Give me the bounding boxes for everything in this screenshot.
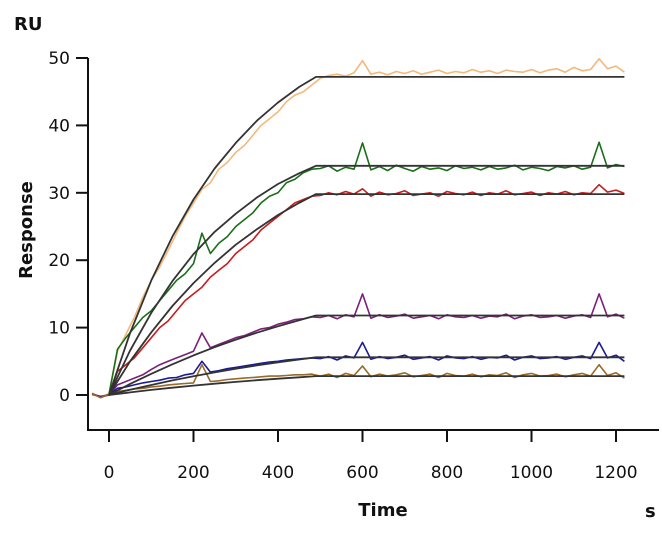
y-tick-label: 40 bbox=[48, 116, 70, 136]
fit-curve-5 bbox=[108, 356, 625, 396]
y-tick-label: 10 bbox=[48, 319, 70, 339]
x-unit-label: s bbox=[645, 501, 656, 522]
data-series-4 bbox=[91, 293, 625, 398]
x-tick-label: 800 bbox=[431, 463, 463, 483]
x-tick-label: 200 bbox=[177, 463, 209, 483]
x-axis-title: Time bbox=[358, 500, 407, 521]
data-series-2 bbox=[91, 141, 625, 398]
y-tick-label: 30 bbox=[48, 184, 70, 204]
x-tick-label: 1000 bbox=[510, 463, 553, 483]
data-series-1 bbox=[91, 57, 625, 399]
fit-curve-2 bbox=[108, 164, 625, 396]
data-series-6 bbox=[91, 363, 625, 399]
x-tick-label: 400 bbox=[262, 463, 294, 483]
y-tick-label: 20 bbox=[48, 251, 70, 271]
y-tick-label: 50 bbox=[48, 49, 70, 69]
fit-curve-4 bbox=[108, 314, 625, 396]
x-tick-label: 1200 bbox=[594, 463, 637, 483]
fit-curve-1 bbox=[108, 76, 625, 396]
x-tick-label: 0 bbox=[104, 463, 115, 483]
fit-curve-3 bbox=[108, 193, 625, 396]
fit-curve-6 bbox=[108, 375, 625, 396]
x-tick-label: 600 bbox=[346, 463, 378, 483]
y-axis-title: Response bbox=[16, 181, 37, 279]
y-unit-label: RU bbox=[14, 14, 42, 35]
y-tick-label: 0 bbox=[59, 386, 70, 406]
